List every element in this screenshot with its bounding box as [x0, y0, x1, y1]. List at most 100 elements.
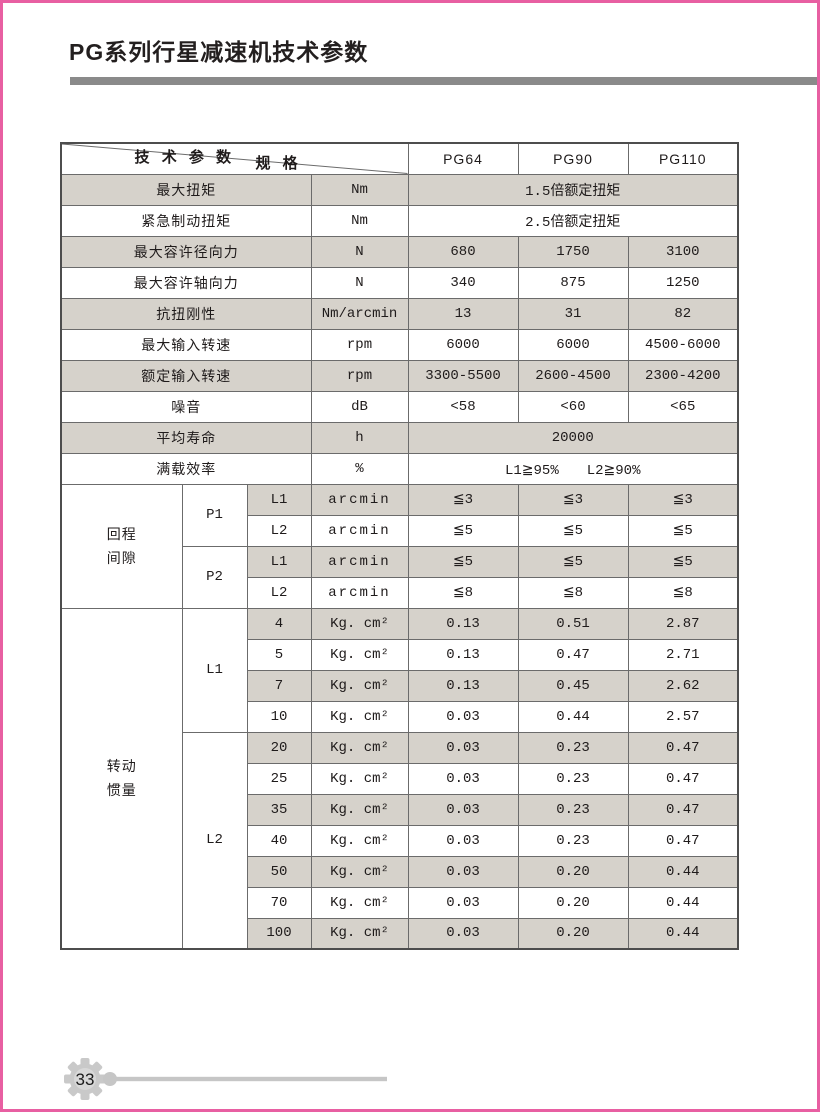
- unit-cell: Kg. cm²: [310, 824, 409, 857]
- spec-table-container: 规 格 技 术 参 数 PG64 PG90 PG110 最大扭矩 Nm 1.5倍…: [60, 142, 739, 950]
- table-row-inertia-l2-25: 25 Kg. cm² 0.03 0.23 0.47: [61, 762, 739, 795]
- ratio-cell: 50: [246, 855, 312, 888]
- value-cell: 1250: [627, 266, 739, 299]
- table-row-inertia-l1-7: 7 Kg. cm² 0.13 0.45 2.62: [61, 669, 739, 702]
- table-header-row: 规 格 技 术 参 数 PG64 PG90 PG110: [60, 142, 739, 175]
- value-cell: <60: [517, 390, 629, 423]
- value-cell: 2.71: [627, 638, 739, 671]
- ratio-cell: 35: [246, 793, 312, 826]
- stage-cell: L1: [246, 483, 312, 516]
- value-cell: 0.44: [627, 917, 739, 950]
- param-name-cell: 抗扭刚性: [60, 297, 312, 330]
- table-row-max-torque: 最大扭矩 Nm 1.5倍额定扭矩: [60, 173, 739, 206]
- value-cell: 680: [407, 235, 519, 268]
- table-row-max-input-speed: 最大输入转速 rpm 6000 6000 4500-6000: [60, 328, 739, 361]
- value-cell: 0.03: [407, 731, 519, 764]
- backlash-section-label-cell: 回程 间隙: [60, 483, 183, 609]
- param-name-cell: 平均寿命: [60, 421, 312, 454]
- footer-line: [112, 1076, 387, 1082]
- value-cell: 0.44: [517, 700, 629, 733]
- value-cell: 0.20: [517, 886, 629, 919]
- value-cell: ≦8: [627, 576, 739, 609]
- unit-cell: Kg. cm²: [310, 855, 409, 888]
- value-cell: 0.44: [627, 855, 739, 888]
- table-row-backlash-p1-l1: 回程 间隙 P1 L1 arcmin ≦3 ≦3 ≦3: [60, 483, 739, 609]
- page-footer: 33: [61, 1054, 401, 1104]
- value-cell: 2600-4500: [517, 359, 629, 392]
- merged-value-cell: 1.5倍额定扭矩: [407, 173, 739, 206]
- value-cell: 0.23: [517, 793, 629, 826]
- value-cell: 13: [407, 297, 519, 330]
- value-cell: 0.47: [627, 793, 739, 826]
- table-row-max-radial-force: 最大容许径向力 N 680 1750 3100: [60, 235, 739, 268]
- ratio-cell: 7: [246, 669, 312, 702]
- unit-cell: dB: [310, 390, 409, 423]
- value-cell: 0.23: [517, 762, 629, 795]
- value-cell: ≦8: [407, 576, 519, 609]
- table-row-backlash-p2-l2: L2 arcmin ≦8 ≦8 ≦8: [61, 576, 739, 609]
- unit-cell: h: [310, 421, 409, 454]
- table-row-inertia-l2-40: 40 Kg. cm² 0.03 0.23 0.47: [61, 824, 739, 857]
- unit-cell: Kg. cm²: [310, 669, 409, 702]
- stage-cell: L2: [246, 576, 312, 609]
- value-cell: 2.87: [627, 607, 739, 640]
- table-row-inertia-l1-5: 5 Kg. cm² 0.13 0.47 2.71: [61, 638, 739, 671]
- value-cell: <58: [407, 390, 519, 423]
- value-cell: 0.47: [627, 824, 739, 857]
- value-cell: ≦3: [517, 483, 629, 516]
- inertia-section-label-cell: 转动 惯量: [60, 607, 183, 950]
- value-cell: 0.03: [407, 762, 519, 795]
- value-cell: 3300-5500: [407, 359, 519, 392]
- ratio-cell: 20: [246, 731, 312, 764]
- param-name-cell: 紧急制动扭矩: [60, 204, 312, 237]
- value-cell: 3100: [627, 235, 739, 268]
- unit-cell: Kg. cm²: [310, 917, 409, 950]
- value-cell: 0.44: [627, 886, 739, 919]
- stage-group-cell: L1: [181, 607, 248, 733]
- unit-cell: rpm: [310, 328, 409, 361]
- table-row-noise: 噪音 dB <58 <60 <65: [60, 390, 739, 423]
- unit-cell: rpm: [310, 359, 409, 392]
- value-cell: 31: [517, 297, 629, 330]
- ratio-cell: 100: [246, 917, 312, 950]
- value-cell: ≦3: [627, 483, 739, 516]
- title-rule-bar: [70, 77, 817, 85]
- unit-cell: arcmin: [310, 483, 409, 516]
- value-cell: ≦5: [407, 545, 519, 578]
- unit-cell: Nm/arcmin: [310, 297, 409, 330]
- value-cell: ≦5: [517, 514, 629, 547]
- table-row-inertia-l2-100: 100 Kg. cm² 0.03 0.20 0.44: [61, 917, 739, 950]
- value-cell: 0.03: [407, 824, 519, 857]
- value-cell: 6000: [517, 328, 629, 361]
- unit-cell: N: [310, 266, 409, 299]
- value-cell: 0.20: [517, 855, 629, 888]
- value-cell: 6000: [407, 328, 519, 361]
- value-cell: 0.45: [517, 669, 629, 702]
- precision-grade-cell: P1: [181, 483, 248, 547]
- merged-value-cell: 2.5倍额定扭矩: [407, 204, 739, 237]
- diagonal-header-cell: 规 格 技 术 参 数: [60, 142, 409, 175]
- param-name-cell: 最大容许轴向力: [60, 266, 312, 299]
- unit-cell: Kg. cm²: [310, 762, 409, 795]
- unit-cell: Kg. cm²: [310, 886, 409, 919]
- value-cell: 0.03: [407, 886, 519, 919]
- spec-axis-label: 规 格: [255, 155, 302, 172]
- model-header-pg110: PG110: [627, 142, 739, 175]
- table-row-max-axial-force: 最大容许轴向力 N 340 875 1250: [60, 266, 739, 299]
- value-cell: ≦5: [517, 545, 629, 578]
- ratio-cell: 70: [246, 886, 312, 919]
- param-axis-label: 技 术 参 数: [134, 148, 236, 166]
- ratio-cell: 25: [246, 762, 312, 795]
- table-row-rated-input-speed: 额定输入转速 rpm 3300-5500 2600-4500 2300-4200: [60, 359, 739, 392]
- value-cell: 0.51: [517, 607, 629, 640]
- value-cell: 0.23: [517, 824, 629, 857]
- footer-graphic: 33: [64, 1058, 387, 1100]
- value-cell: 2300-4200: [627, 359, 739, 392]
- value-cell: ≦5: [627, 514, 739, 547]
- value-cell: <65: [627, 390, 739, 423]
- unit-cell: Nm: [310, 204, 409, 237]
- table-row-inertia-l1-4: 转动 惯量 L1 4 Kg. cm² 0.13 0.51 2.87: [60, 607, 739, 950]
- value-cell: 0.23: [517, 731, 629, 764]
- param-name-cell: 最大容许径向力: [60, 235, 312, 268]
